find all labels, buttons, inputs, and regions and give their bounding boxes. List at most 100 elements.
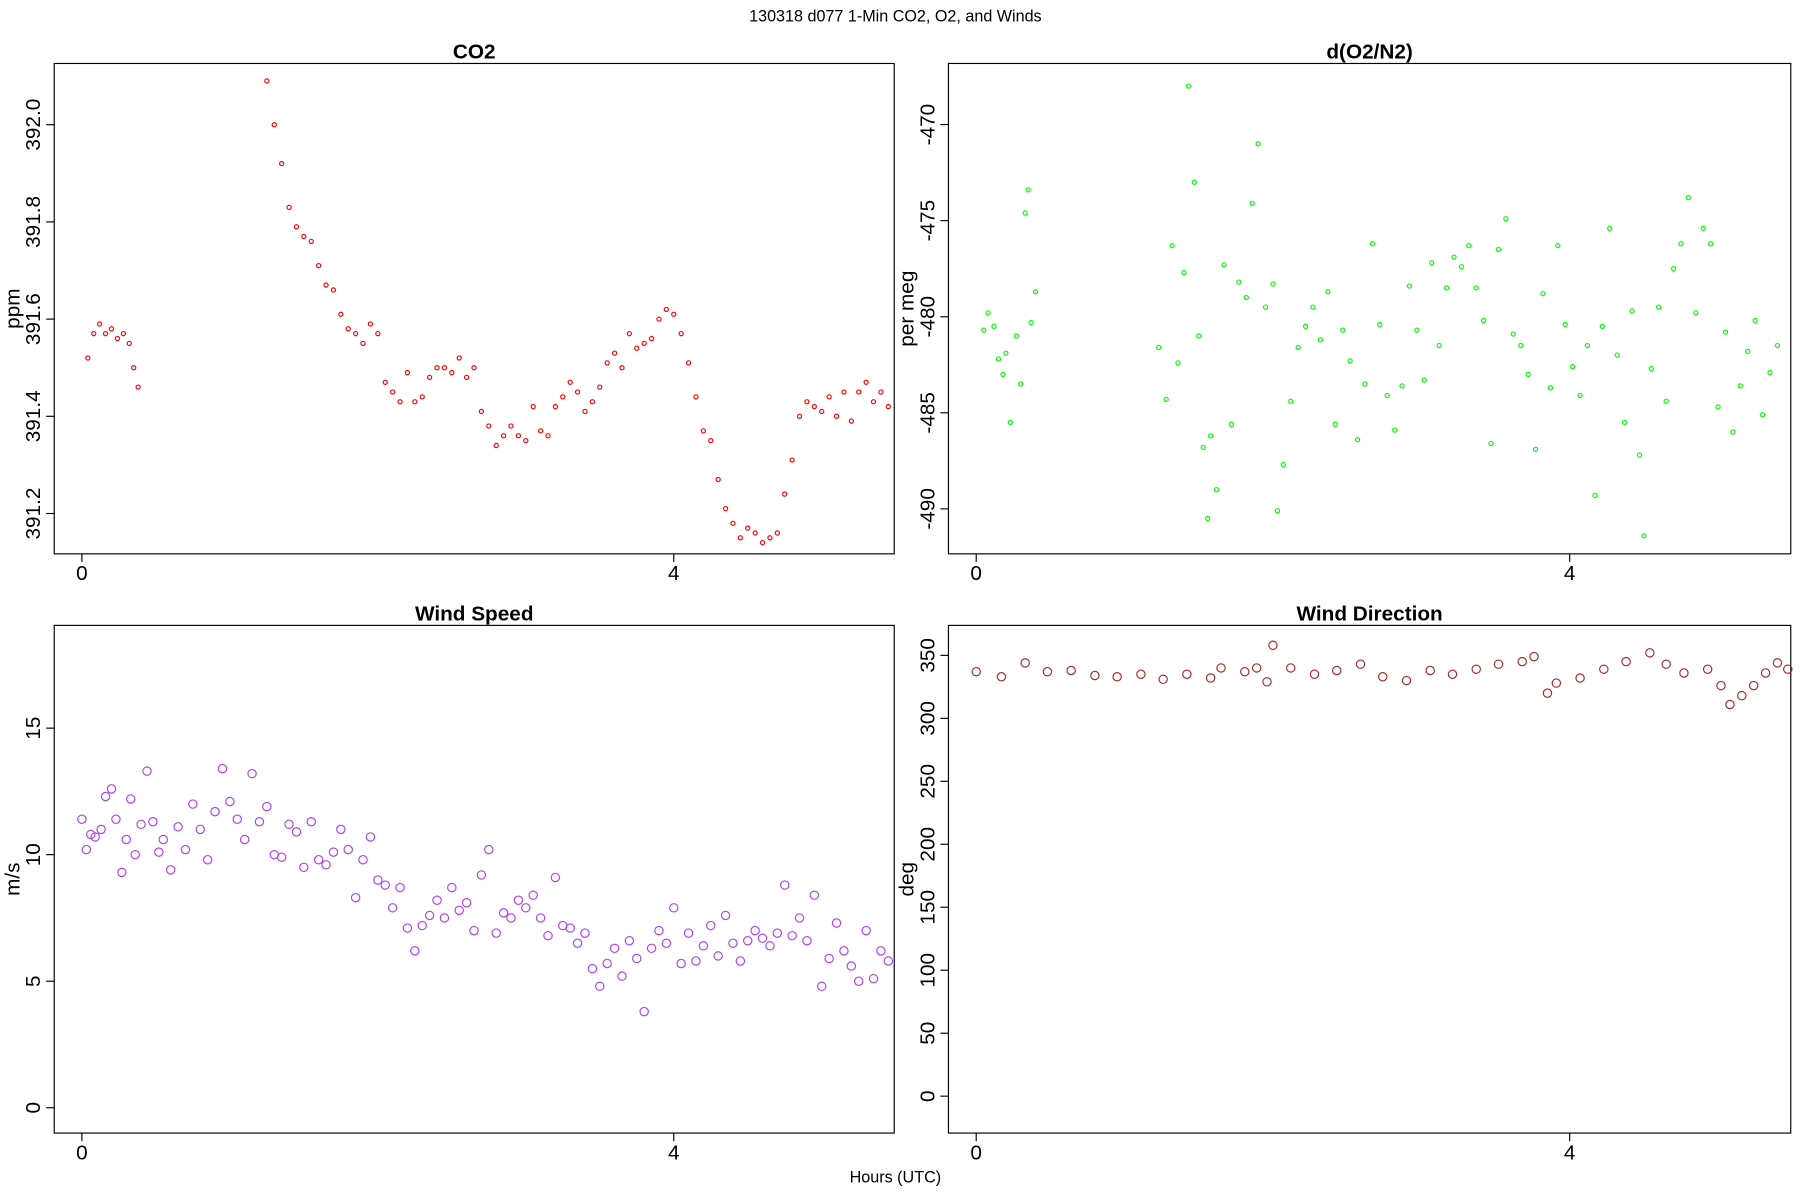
point (447, 882, 457, 893)
point (1716, 680, 1726, 691)
point (1607, 225, 1613, 231)
point (493, 442, 499, 449)
point (108, 326, 115, 332)
point (102, 331, 109, 337)
point (656, 316, 662, 322)
point (1759, 412, 1766, 418)
point (336, 824, 346, 835)
point (1443, 285, 1450, 291)
point (691, 956, 701, 966)
point (426, 374, 433, 381)
y-axis-label: m/s (1, 863, 24, 896)
panel-title: CO2 (453, 41, 496, 64)
point (1369, 241, 1376, 247)
point (1488, 440, 1494, 447)
point (232, 814, 242, 824)
point (158, 834, 169, 845)
point (1355, 659, 1366, 669)
point (1715, 404, 1721, 410)
x-tick-label: 0 (970, 1141, 982, 1164)
point (765, 941, 775, 951)
point (641, 340, 647, 347)
point (217, 763, 228, 774)
point (609, 943, 620, 954)
point (508, 423, 514, 429)
point (745, 525, 751, 531)
point (1032, 289, 1039, 295)
x-tick-label: 4 (668, 1141, 680, 1164)
point (1332, 421, 1338, 427)
point (402, 923, 413, 933)
y-axis-label: ppm (1, 288, 24, 328)
point (671, 311, 677, 317)
point (759, 540, 766, 546)
point (1451, 254, 1457, 260)
x-axis-label: Hours (UTC) (850, 1168, 941, 1186)
point (678, 331, 684, 337)
point (308, 238, 314, 244)
point (1251, 663, 1262, 673)
point (404, 369, 411, 376)
point (1362, 381, 1368, 387)
point (1529, 651, 1539, 662)
point (535, 913, 546, 923)
y-tick-label: 250 (916, 764, 939, 799)
point (676, 958, 686, 969)
point (97, 321, 103, 327)
point (750, 925, 760, 936)
point (1570, 364, 1576, 370)
point (1000, 371, 1006, 378)
point (439, 913, 450, 923)
point (131, 365, 137, 371)
point (737, 535, 744, 541)
point (1007, 419, 1013, 426)
point (321, 860, 331, 870)
point (1575, 673, 1585, 683)
x-tick-label: 4 (668, 562, 680, 585)
point (802, 936, 812, 946)
point (1309, 669, 1320, 679)
point (831, 918, 842, 928)
point (142, 766, 152, 776)
point (515, 433, 522, 439)
point (1636, 452, 1643, 458)
point (111, 814, 121, 824)
point (809, 890, 820, 900)
point (661, 938, 672, 948)
point (1003, 350, 1009, 356)
point (1286, 663, 1296, 673)
point (796, 413, 803, 419)
point (1042, 667, 1053, 677)
point (461, 898, 472, 908)
point (432, 895, 442, 905)
y-tick-label: 10 (22, 843, 45, 866)
point (506, 913, 516, 923)
point (833, 413, 840, 419)
y-tick-label: 0 (22, 1102, 45, 1114)
point (1421, 377, 1427, 383)
point (434, 365, 440, 371)
point (1249, 200, 1255, 207)
point (500, 433, 507, 439)
point (824, 953, 834, 964)
point (856, 389, 862, 395)
y-tick-label: 391.4 (22, 390, 45, 442)
point (720, 910, 731, 921)
point (410, 946, 420, 956)
point (345, 326, 351, 332)
point (602, 958, 612, 969)
y-tick-label: 391.8 (22, 196, 45, 248)
x-tick-label: 0 (970, 562, 982, 585)
point (530, 403, 536, 410)
point (1547, 385, 1554, 391)
point (617, 971, 627, 981)
point (1425, 665, 1435, 676)
point (1268, 640, 1278, 651)
point (543, 930, 553, 941)
point (985, 310, 991, 316)
point (1377, 321, 1383, 328)
point (1599, 664, 1609, 674)
point (669, 903, 679, 913)
point (782, 491, 788, 497)
